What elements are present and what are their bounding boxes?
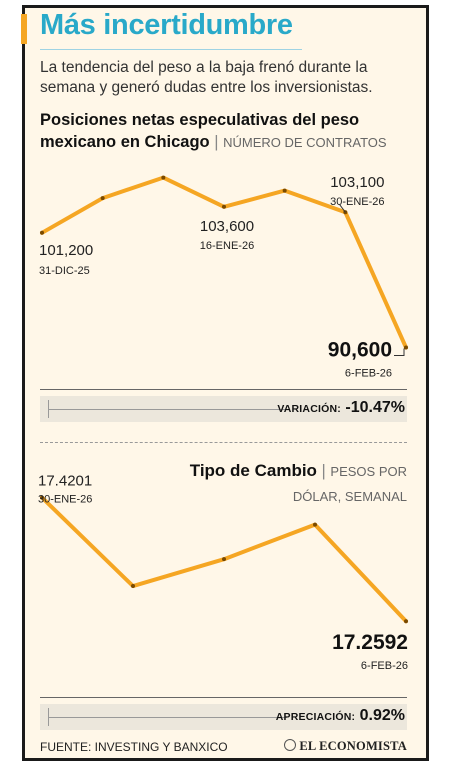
chart2-date-label: 6-FEB-26	[361, 660, 408, 672]
chart2-baseline	[40, 697, 407, 698]
chart1-point	[404, 345, 408, 350]
chart1-date-label: 16-ENE-26	[200, 240, 254, 252]
variation-tick	[48, 400, 49, 418]
chart1-baseline	[40, 389, 407, 390]
chart1-date-label: 30-ENE-26	[330, 196, 384, 208]
chart1-variation: VARIACIÓN: -10.47%	[277, 399, 405, 417]
chart1-leader-line	[394, 348, 405, 357]
chart2-title: Tipo de Cambio | PESOS POR DÓLAR, SEMANA…	[167, 459, 407, 509]
chart1-variation-box: VARIACIÓN: -10.47%	[40, 396, 407, 422]
chart1-point	[282, 188, 287, 193]
chart2-variation: APRECIACIÓN: 0.92%	[276, 707, 405, 725]
chart2-point	[131, 584, 135, 589]
page-title: Más incertidumbre	[40, 9, 293, 41]
chart1-point	[100, 196, 105, 201]
chart1-title-text: Posiciones netas especulativas del peso …	[40, 111, 360, 151]
chart1-value-label: 103,600	[200, 218, 254, 235]
chart2-unit: PESOS POR DÓLAR, SEMANAL	[292, 464, 407, 504]
chart2-variation-label: APRECIACIÓN:	[275, 711, 356, 723]
chart1-title: Posiciones netas especulativas del peso …	[40, 109, 415, 154]
title-accent-bar	[21, 14, 27, 44]
title-separator: |	[214, 133, 224, 151]
section-divider	[40, 442, 407, 443]
chart1-variation-label: VARIACIÓN:	[277, 403, 341, 415]
chart1-date-label: 6-FEB-26	[345, 368, 392, 380]
publisher-logo: EL ECONOMISTA	[284, 739, 407, 754]
chart2-point	[404, 619, 408, 624]
variation-line	[49, 409, 287, 410]
title-separator: |	[321, 462, 331, 480]
chart2-date-label: 30-ENE-26	[38, 494, 92, 506]
chart2-variation-box: APRECIACIÓN: 0.92%	[40, 704, 407, 730]
infographic-card	[22, 5, 429, 761]
chart2-point	[313, 522, 317, 527]
chart1-date-label: 31-DIC-25	[39, 265, 90, 277]
chart2-value-label: 17.4201	[38, 473, 92, 490]
chart1-point	[40, 230, 44, 235]
chart1-value-label: 103,100	[330, 174, 384, 191]
chart1-point	[161, 175, 166, 180]
chart1-unit: NÚMERO DE CONTRATOS	[223, 135, 387, 150]
chart1-variation-value: -10.47%	[345, 399, 405, 416]
chart2-title-text: Tipo de Cambio	[189, 461, 317, 480]
chart2-point	[222, 557, 226, 562]
logo-text: EL ECONOMISTA	[299, 739, 407, 753]
chart2-value-label: 17.2592	[332, 631, 408, 654]
chart1-leader-line	[338, 203, 346, 213]
chart1-value-label: 101,200	[39, 242, 93, 259]
source-note: FUENTE: INVESTING Y BANXICO	[40, 740, 228, 754]
title-underline	[40, 49, 302, 50]
chart1-point	[222, 204, 226, 209]
globe-icon	[284, 739, 297, 751]
chart2-variation-value: 0.92%	[359, 707, 405, 724]
variation-line	[49, 717, 287, 718]
chart1-value-label: 90,600	[328, 339, 392, 362]
chart2-point	[40, 495, 44, 500]
variation-tick	[48, 708, 49, 726]
page-subtitle: La tendencia del peso a la baja frenó du…	[40, 59, 373, 96]
